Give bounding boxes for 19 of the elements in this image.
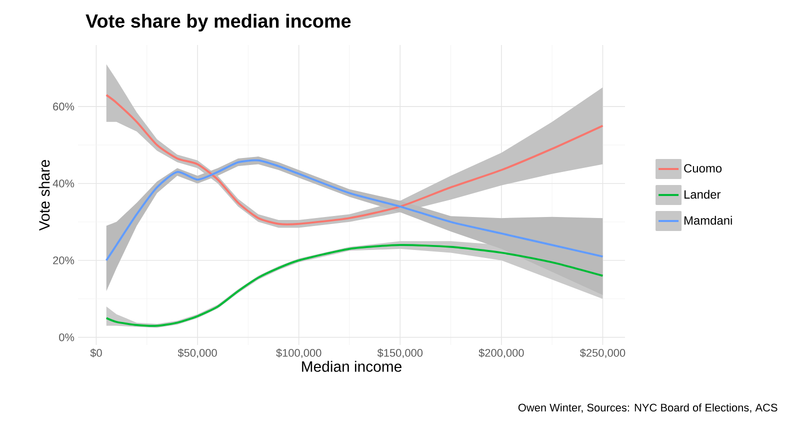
line-series (105, 94, 604, 226)
x-tick-label: $50,000 (178, 348, 217, 358)
legend-label: Cuomo (684, 164, 722, 173)
y-tick-label: 0% (59, 333, 74, 342)
y-axis-title: Vote share (38, 160, 50, 231)
y-tick-label: 60% (53, 102, 74, 110)
chart-title: Vote share by median income (86, 14, 351, 32)
y-tick-label: 20% (53, 256, 74, 264)
x-tick-label: $200,000 (478, 348, 524, 358)
x-tick-label: $0 (90, 348, 102, 358)
text: Owen Winter, Sources: NYC Board of Elections, ACS (518, 403, 778, 413)
line-series (105, 159, 604, 262)
legend-label: Lander (684, 190, 721, 199)
x-tick-label: $250,000 (580, 348, 626, 358)
x-tick-label: $150,000 (377, 348, 423, 358)
x-tick-label: $100,000 (276, 348, 322, 358)
y-tick-label: 40% (52, 180, 74, 188)
x-axis-title: Median income (302, 360, 402, 372)
legend-label: Mamdani (684, 216, 732, 225)
